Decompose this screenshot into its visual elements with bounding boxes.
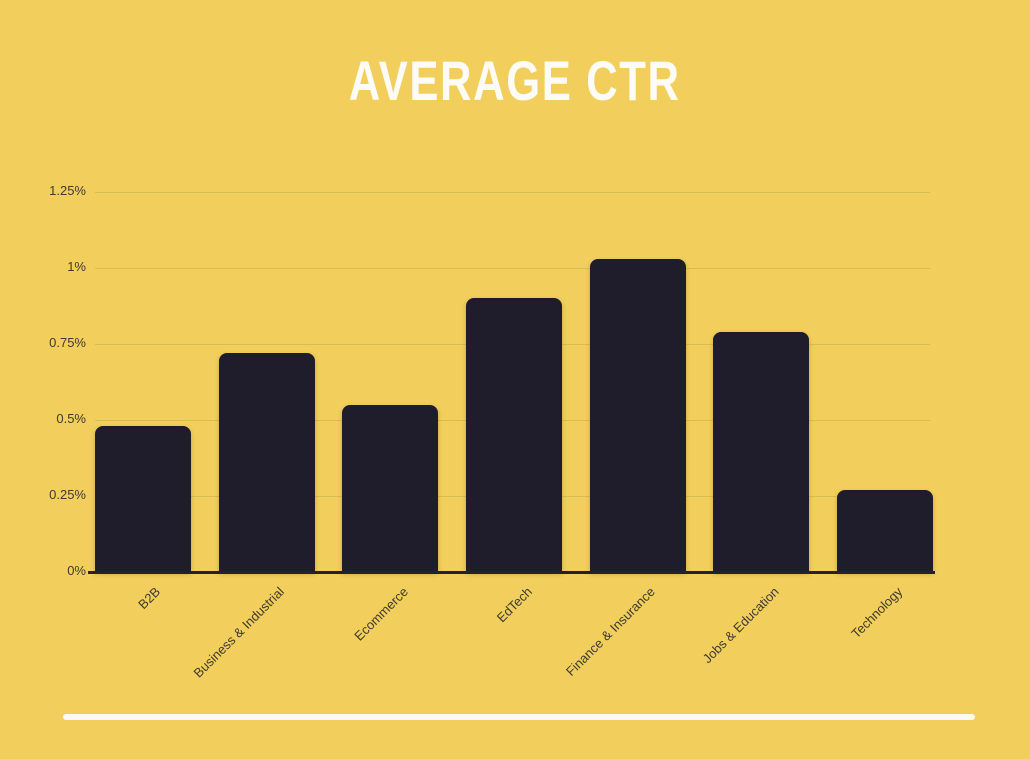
chart-title-text: AVERAGE CTR [349,49,681,112]
bar-jobs-education [713,331,810,572]
x-axis-category-label: B2B [135,584,164,612]
x-axis-category-label: Technology [848,584,906,642]
y-axis-tick-label: 1.25% [49,183,86,198]
y-axis-tick-label: 0.75% [49,335,86,350]
y-axis-tick-label: 0.25% [49,487,86,502]
bottom-divider-line [63,714,975,720]
x-axis-category-label: Jobs & Education [699,584,782,667]
y-axis-tick-label: 0% [67,563,86,578]
bar-ecommerce [342,404,439,572]
x-axis-category-label: Finance & Insurance [563,584,659,679]
bar-technology [837,489,933,572]
x-axis-category-label: Business & Industrial [190,584,288,681]
bar-business-industrial [218,353,315,572]
gridline-1% [95,268,930,269]
bar-edtech [466,298,562,572]
gridline-1.25% [95,192,930,193]
y-axis-tick-label: 1% [67,259,86,274]
bar-b2b [95,426,191,572]
x-axis-category-label: Ecommerce [351,584,411,644]
chart-title: AVERAGE CTR [0,48,1030,113]
x-axis-baseline [88,571,935,574]
x-axis-category-label: EdTech [493,584,535,626]
y-axis-tick-label: 0.5% [56,411,86,426]
bar-finance-insurance [589,258,686,572]
